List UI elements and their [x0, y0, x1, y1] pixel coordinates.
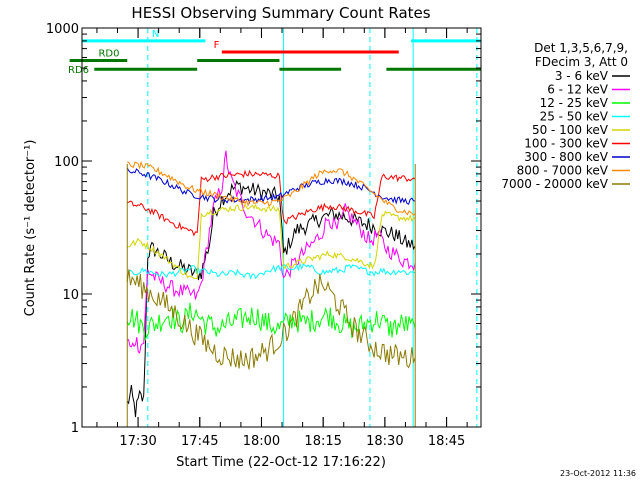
status-bar-label: N — [152, 29, 159, 40]
legend-label: 12 - 25 keV — [540, 96, 609, 110]
legend-header-line-1: Det 1,3,5,6,7,9, — [534, 41, 628, 55]
series-line-4 — [126, 262, 416, 280]
series-line-1 — [126, 180, 416, 418]
series-line-9 — [126, 269, 416, 370]
series-line-3 — [126, 302, 416, 342]
series-line-8 — [127, 160, 416, 216]
legend-header-line-2: FDecim 3, Att 0 — [535, 55, 628, 69]
legend-label: 100 - 300 keV — [524, 137, 608, 151]
legend-label: 7000 - 20000 keV — [501, 177, 608, 191]
x-tick-label: 18:15 — [304, 434, 341, 449]
y-tick-label: 1000 — [46, 22, 79, 37]
y-tick-label: 10 — [62, 288, 79, 303]
series-line-7 — [126, 167, 416, 205]
legend-label: 3 - 6 keV — [555, 69, 609, 83]
legend-label: 25 - 50 keV — [540, 110, 609, 124]
x-tick-label: 17:30 — [119, 434, 156, 449]
series-line-6 — [127, 169, 416, 237]
y-tick-label: 100 — [54, 155, 79, 170]
legend-label: 50 - 100 keV — [532, 123, 609, 137]
status-bar-label: F — [214, 40, 220, 51]
legend-label: 300 - 800 keV — [524, 150, 608, 164]
plot-timestamp: 23-Oct-2012 11:36 — [560, 469, 636, 478]
status-bar-label: RD6 — [68, 65, 89, 76]
y-tick-label: 1 — [71, 421, 79, 436]
legend-label: 6 - 12 keV — [547, 83, 609, 97]
status-bar-label: RD0 — [98, 48, 119, 59]
chart-title: HESSI Observing Summary Count Rates — [131, 4, 430, 22]
x-axis-label: Start Time (22-Oct-12 17:16:22) — [176, 455, 386, 470]
legend-label: 800 - 7000 keV — [517, 164, 609, 178]
series-line-5 — [127, 203, 416, 280]
x-tick-label: 18:00 — [243, 434, 280, 449]
x-tick-label: 18:30 — [366, 434, 403, 449]
series-line-2 — [127, 150, 416, 354]
plot-frame — [81, 27, 482, 428]
x-tick-label: 17:45 — [181, 434, 218, 449]
x-tick-label: 18:45 — [428, 434, 465, 449]
y-axis-label: Count Rate (s⁻¹ detector⁻¹) — [23, 140, 38, 317]
plot-layer: N F RD0 RD6 1 10 100 1000 17:30 17:45 18:00 18:15 18… — [46, 22, 630, 449]
